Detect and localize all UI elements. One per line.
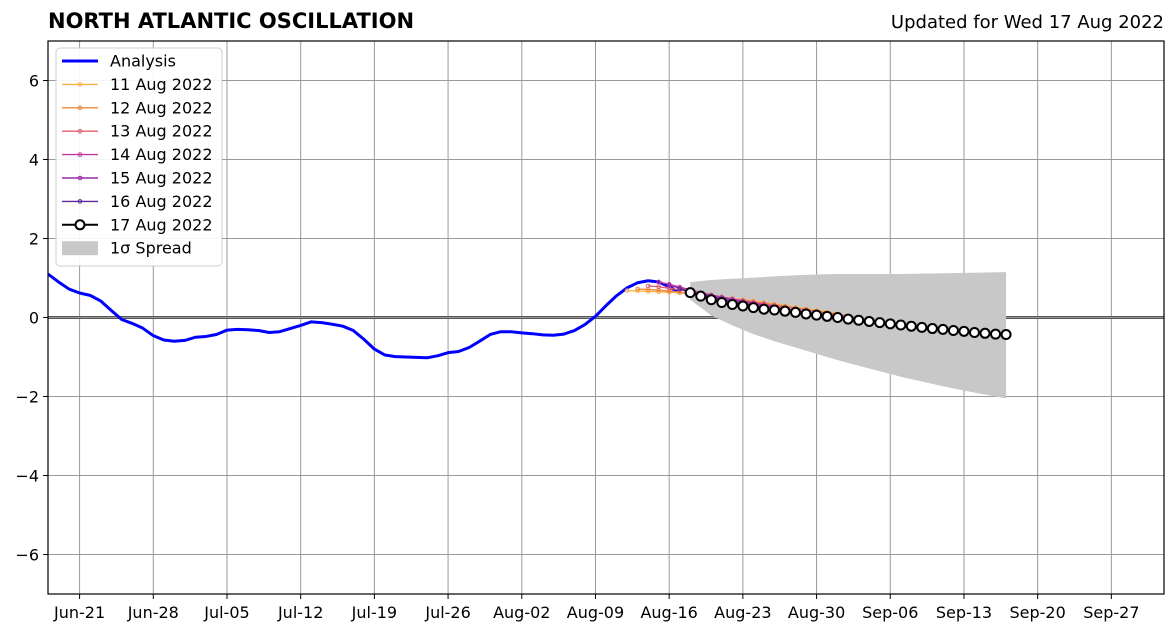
legend-label: 11 Aug 2022 xyxy=(110,75,213,94)
legend-swatch-marker xyxy=(77,152,83,157)
forecast-point xyxy=(737,300,749,312)
y-tick-label: 6 xyxy=(29,72,39,91)
forecast-point xyxy=(832,312,844,323)
legend-label: 12 Aug 2022 xyxy=(110,98,213,117)
forecast-point xyxy=(958,325,970,337)
forecast-point xyxy=(874,317,886,329)
forecast-point xyxy=(863,315,875,327)
forecast-point xyxy=(937,323,949,335)
forecast-point xyxy=(947,325,959,337)
x-tick-label: Aug-09 xyxy=(567,603,624,622)
x-tick-label: Jul-19 xyxy=(351,603,397,622)
y-tick-label: −2 xyxy=(15,388,39,407)
forecast-point xyxy=(853,314,865,326)
legend-box xyxy=(55,47,223,267)
y-tick-label: 4 xyxy=(29,151,39,170)
analysis-line xyxy=(48,272,681,360)
forecast-point xyxy=(684,287,696,299)
legend-swatch-marker xyxy=(74,219,86,231)
forecast-point xyxy=(990,328,1002,340)
x-tick-label: Jun-21 xyxy=(53,603,105,622)
forecast-point xyxy=(768,304,780,316)
forecast-point xyxy=(926,323,938,335)
x-tick-label: Sep-06 xyxy=(862,603,918,622)
legend-label: 15 Aug 2022 xyxy=(110,169,213,188)
legend-label: 1σ Spread xyxy=(110,239,192,258)
forecast-point xyxy=(811,309,823,321)
forecast-point xyxy=(790,306,802,318)
forecast-point xyxy=(747,302,759,314)
x-tick-label: Aug-16 xyxy=(640,603,697,622)
legend-label: 17 Aug 2022 xyxy=(110,215,213,234)
x-tick-label: Jul-26 xyxy=(424,603,470,622)
y-tick-label: 0 xyxy=(29,309,39,328)
forecast-point xyxy=(705,294,717,306)
y-tick-label: −6 xyxy=(15,546,39,565)
forecast-point xyxy=(716,296,728,308)
forecast-point xyxy=(905,320,917,332)
legend-swatch-marker xyxy=(77,175,83,181)
legend-swatch-marker xyxy=(77,82,83,87)
legend-label: 16 Aug 2022 xyxy=(110,192,213,211)
y-tick-label: −4 xyxy=(15,467,39,486)
x-tick-label: Aug-02 xyxy=(493,603,550,622)
legend-label: 14 Aug 2022 xyxy=(110,145,213,164)
forecast-point xyxy=(916,321,928,333)
x-tick-label: Jul-12 xyxy=(277,603,323,622)
forecast-point xyxy=(979,327,991,339)
forecast-point xyxy=(656,279,661,285)
forecast-point xyxy=(624,288,630,293)
x-tick-label: Sep-13 xyxy=(936,603,992,622)
x-tick-label: Sep-27 xyxy=(1083,603,1139,622)
forecast-point xyxy=(695,290,707,302)
forecast-point xyxy=(842,313,854,325)
legend-swatch-marker xyxy=(77,105,83,111)
forecast-point xyxy=(758,303,770,315)
spread-band xyxy=(690,272,1007,399)
forecast-point xyxy=(821,310,833,322)
x-tick-label: Sep-20 xyxy=(1010,603,1066,622)
plot-area xyxy=(48,41,1164,594)
chart-subtitle: Updated for Wed 17 Aug 2022 xyxy=(890,12,1164,33)
forecast-point xyxy=(677,286,682,292)
x-tick-label: Aug-30 xyxy=(788,603,845,622)
x-tick-label: Aug-23 xyxy=(714,603,771,622)
x-tick-label: Jun-28 xyxy=(127,603,179,622)
forecast-point xyxy=(895,319,907,331)
forecast-point xyxy=(666,282,672,288)
legend-label: Analysis xyxy=(110,52,176,71)
legend-label: 13 Aug 2022 xyxy=(110,122,213,141)
forecast-point xyxy=(968,327,980,339)
forecast-point xyxy=(656,284,661,289)
forecast-point xyxy=(666,288,672,294)
forecast-point xyxy=(1000,328,1012,340)
forecast-point xyxy=(779,305,791,317)
legend: Analysis 11 Aug 2022 12 Aug 2022 13 Aug 202… xyxy=(55,47,223,267)
y-tick-label: 2 xyxy=(29,230,39,249)
forecast-point xyxy=(635,286,640,292)
legend-swatch-marker xyxy=(77,128,83,134)
legend-swatch-spread xyxy=(62,241,98,256)
forecast-point xyxy=(645,283,651,289)
chart-title: NORTH ATLANTIC OSCILLATION xyxy=(48,9,415,33)
forecast-point xyxy=(800,308,812,320)
forecast-point xyxy=(884,318,896,330)
legend-swatch-marker xyxy=(77,199,83,204)
forecast-point xyxy=(726,298,738,310)
x-tick-label: Jul-05 xyxy=(203,603,249,622)
